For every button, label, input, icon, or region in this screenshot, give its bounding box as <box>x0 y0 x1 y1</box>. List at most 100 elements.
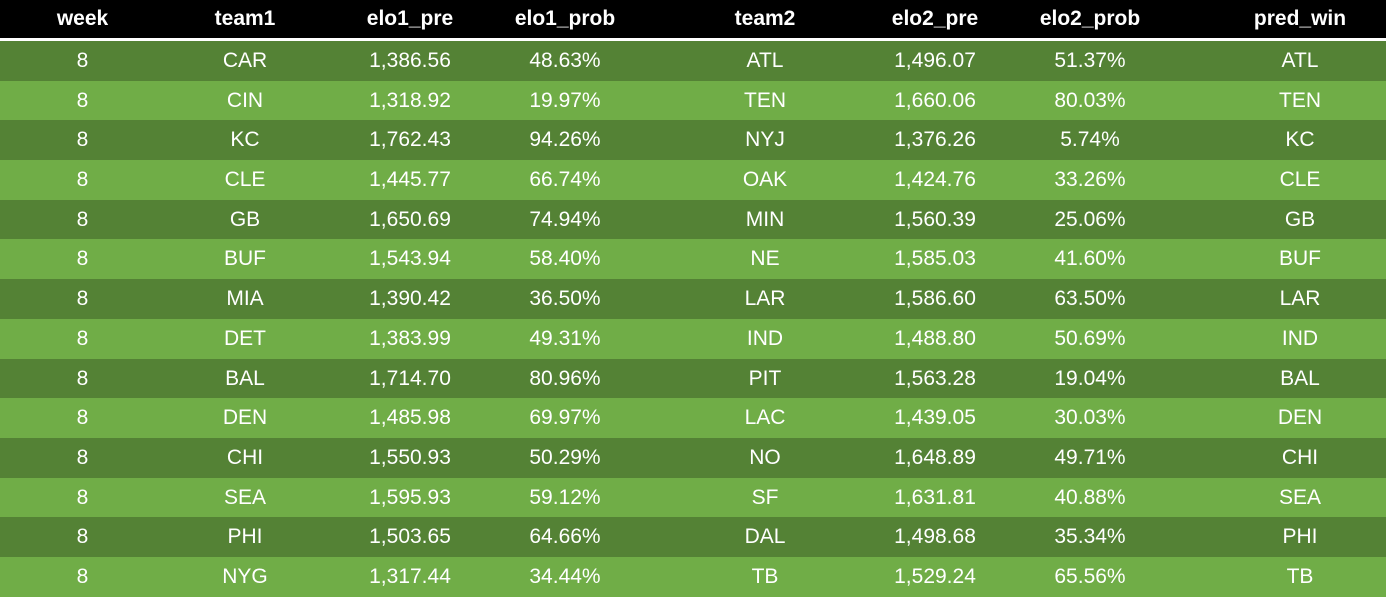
cell-pred-win: TB <box>1286 564 1314 588</box>
cell-week: 8 <box>76 406 89 430</box>
header-elo1-pre: elo1_pre <box>366 7 454 30</box>
cell-team2: LAR <box>744 287 786 311</box>
cell-pred-win: BAL <box>1280 366 1320 390</box>
cell-elo2-pre: 1,660.06 <box>894 88 976 112</box>
table-row: 8 MIA 1,390.42 36.50% LAR 1,586.60 63.50… <box>0 279 1386 319</box>
table-row: 8 KC 1,762.43 94.26% NYJ 1,376.26 5.74% … <box>0 120 1386 161</box>
cell-pred-win: CHI <box>1281 445 1319 469</box>
cell-pred-win: IND <box>1281 326 1319 350</box>
cell-team2: TEN <box>744 88 786 112</box>
cell-pred-win: CLE <box>1279 168 1321 192</box>
cell-elo2-pre: 1,376.26 <box>894 128 976 152</box>
header-team2: team2 <box>734 7 796 30</box>
cell-pred-win: SEA <box>1278 485 1322 509</box>
cell-elo2-prob: 30.03% <box>1054 406 1126 430</box>
header-elo2-prob: elo2_prob <box>1039 7 1141 30</box>
cell-team1: BUF <box>224 247 266 271</box>
header-week: week <box>56 7 109 30</box>
cell-team1: GB <box>229 207 261 231</box>
cell-elo2-pre: 1,586.60 <box>894 287 976 311</box>
cell-elo1-prob: 34.44% <box>529 564 601 588</box>
cell-elo2-prob: 49.71% <box>1054 445 1126 469</box>
cell-team1: KC <box>230 128 260 152</box>
cell-elo1-pre: 1,762.43 <box>369 128 451 152</box>
cell-pred-win: PHI <box>1282 525 1318 549</box>
header-elo2-pre: elo2_pre <box>891 7 979 30</box>
cell-elo1-pre: 1,485.98 <box>369 406 451 430</box>
cell-elo1-prob: 66.74% <box>529 168 601 192</box>
cell-team2: TB <box>751 564 779 588</box>
cell-team2: LAC <box>744 406 786 430</box>
cell-elo2-pre: 1,488.80 <box>894 326 976 350</box>
table-row: 8 NYG 1,317.44 34.44% TB 1,529.24 65.56%… <box>0 556 1386 597</box>
cell-week: 8 <box>76 88 89 112</box>
cell-elo1-prob: 80.96% <box>529 366 601 390</box>
cell-elo2-prob: 40.88% <box>1054 485 1126 509</box>
header-pred-win: pred_win <box>1253 7 1347 30</box>
cell-elo2-pre: 1,496.07 <box>894 49 976 72</box>
cell-team2: OAK <box>742 168 788 192</box>
table-row: 8 GB 1,650.69 74.94% MIN 1,560.39 25.06%… <box>0 199 1386 240</box>
cell-elo1-pre: 1,386.56 <box>369 49 451 72</box>
cell-team1: DET <box>224 326 266 350</box>
cell-week: 8 <box>76 564 89 588</box>
cell-elo2-prob: 51.37% <box>1054 49 1126 72</box>
cell-team1: CHI <box>226 445 264 469</box>
cell-week: 8 <box>76 445 89 469</box>
cell-elo2-pre: 1,439.05 <box>894 406 976 430</box>
cell-elo1-prob: 49.31% <box>529 326 601 350</box>
table-row: 8 SEA 1,595.93 59.12% SF 1,631.81 40.88%… <box>0 477 1386 518</box>
cell-week: 8 <box>76 326 89 350</box>
cell-elo1-pre: 1,390.42 <box>369 287 451 311</box>
table-row: 8 CHI 1,550.93 50.29% NO 1,648.89 49.71%… <box>0 437 1386 478</box>
cell-pred-win: LAR <box>1279 287 1321 311</box>
cell-elo1-prob: 94.26% <box>529 128 601 152</box>
cell-elo1-pre: 1,383.99 <box>369 326 451 350</box>
cell-elo1-pre: 1,445.77 <box>369 168 451 192</box>
cell-elo1-prob: 74.94% <box>529 207 601 231</box>
cell-week: 8 <box>76 49 89 72</box>
cell-week: 8 <box>76 168 89 192</box>
cell-week: 8 <box>76 366 89 390</box>
cell-elo1-prob: 69.97% <box>529 406 601 430</box>
cell-elo2-prob: 50.69% <box>1054 326 1126 350</box>
table-row: 8 BAL 1,714.70 80.96% PIT 1,563.28 19.04… <box>0 358 1386 399</box>
cell-elo1-pre: 1,595.93 <box>369 485 451 509</box>
cell-elo2-pre: 1,648.89 <box>894 445 976 469</box>
cell-pred-win: KC <box>1285 128 1315 152</box>
table-header: week team1 elo1_pre elo1_prob team2 elo2… <box>0 0 1386 41</box>
cell-pred-win: DEN <box>1277 406 1323 430</box>
cell-week: 8 <box>76 525 89 549</box>
cell-elo1-pre: 1,503.65 <box>369 525 451 549</box>
table-row: 8 BUF 1,543.94 58.40% NE 1,585.03 41.60%… <box>0 239 1386 280</box>
cell-elo1-pre: 1,543.94 <box>369 247 451 271</box>
cell-elo2-pre: 1,560.39 <box>894 207 976 231</box>
cell-team1: CAR <box>222 49 268 72</box>
cell-elo2-prob: 19.04% <box>1054 366 1126 390</box>
cell-team2: ATL <box>746 49 784 72</box>
header-team1: team1 <box>214 7 276 30</box>
table-row: 8 DEN 1,485.98 69.97% LAC 1,439.05 30.03… <box>0 398 1386 438</box>
cell-team2: DAL <box>744 525 786 549</box>
cell-week: 8 <box>76 128 89 152</box>
cell-elo2-pre: 1,498.68 <box>894 525 976 549</box>
cell-week: 8 <box>76 287 89 311</box>
cell-elo1-prob: 36.50% <box>529 287 601 311</box>
cell-elo2-prob: 41.60% <box>1054 247 1126 271</box>
table-row: 8 CLE 1,445.77 66.74% OAK 1,424.76 33.26… <box>0 160 1386 200</box>
cell-elo1-pre: 1,317.44 <box>369 564 451 588</box>
cell-elo1-pre: 1,318.92 <box>369 88 451 112</box>
cell-elo2-prob: 63.50% <box>1054 287 1126 311</box>
cell-team2: MIN <box>745 207 785 231</box>
cell-elo2-prob: 80.03% <box>1054 88 1126 112</box>
cell-team1: CLE <box>224 168 266 192</box>
cell-team1: PHI <box>227 525 263 549</box>
cell-elo2-pre: 1,563.28 <box>894 366 976 390</box>
cell-elo1-pre: 1,714.70 <box>369 366 451 390</box>
cell-team1: MIA <box>226 287 264 311</box>
cell-elo2-prob: 33.26% <box>1054 168 1126 192</box>
cell-pred-win: BUF <box>1279 247 1321 271</box>
cell-pred-win: ATL <box>1281 49 1319 72</box>
cell-elo1-prob: 64.66% <box>529 525 601 549</box>
cell-team2: NE <box>750 247 780 271</box>
